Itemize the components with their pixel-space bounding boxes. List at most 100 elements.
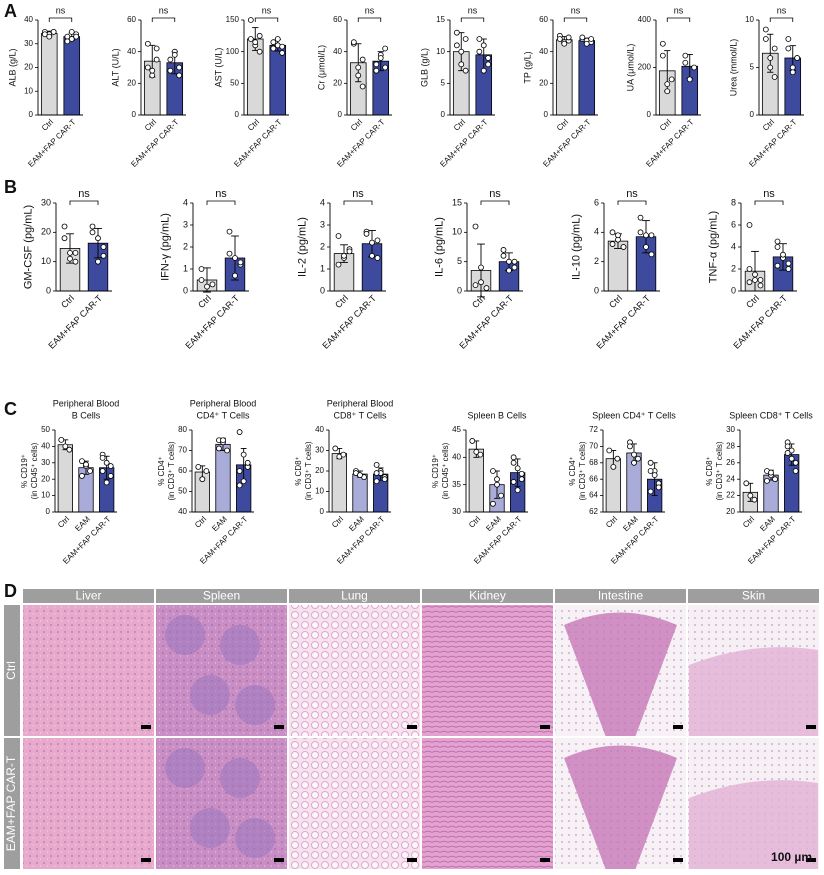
x-tick-label: Ctrl [604,514,619,529]
tissue-villi [564,745,677,869]
data-point [659,52,666,59]
x-tick-label: EAM+FAP CAR-T [457,293,515,351]
bar [269,44,287,116]
y-tick-label: 2 [320,241,325,251]
significance-label: ns [489,188,501,200]
data-point [490,500,496,507]
follicle [220,625,260,665]
data-point [100,252,107,259]
y-tick-label: 30 [726,425,735,434]
data-point [762,26,769,33]
data-point [107,463,114,469]
data-point [153,45,160,52]
scale-bar [806,725,816,729]
data-point [476,48,483,55]
y-tick-label: 30 [41,197,51,207]
data-point [373,470,380,476]
scale-label: 100 µm [771,850,812,864]
data-point [382,64,389,71]
significance-label: ns [777,5,787,15]
scale-bar [407,858,417,862]
data-point [270,39,277,46]
y-axis-label: % CD19⁺ [431,454,440,488]
data-point [232,255,238,261]
panel-label: A [4,1,17,21]
data-point [518,476,525,483]
chart-title: Spleen B Cells [467,410,527,420]
chart-title: Spleen CD8⁺ T Cells [729,410,813,420]
y-tick-label: 0 [544,110,549,119]
data-point [355,72,362,79]
y-tick-label: 5 [441,78,446,87]
data-point [483,285,490,291]
data-point [635,455,641,462]
data-point [382,45,389,52]
y-axis-label: % CD8⁺ [705,456,714,486]
y-tick-label: 15 [452,197,462,207]
y-tick-label: 60 [539,15,548,24]
chart-title: CD8⁺ T Cells [334,410,387,420]
data-point [789,69,796,76]
y-tick-label: 100 [226,47,240,56]
data-point [510,459,517,466]
error-bar [477,243,485,298]
x-tick-label: EAM+FAP CAR-T [320,293,378,351]
data-point [195,463,202,470]
column-header: Kidney [469,589,506,603]
follicle [235,685,275,725]
y-tick-label: 10 [24,86,33,95]
y-tick-label: 40 [452,452,461,461]
y-axis-label: Urea (mmol/L) [729,39,739,97]
chart-title: B Cells [72,410,101,420]
data-point [780,251,786,258]
data-point [614,455,621,462]
y-tick-label: 6 [594,197,599,207]
data-point [480,42,487,49]
x-tick-label: Ctrl [744,293,761,310]
data-point [237,259,244,266]
data-point [99,468,106,474]
y-tick-label: 64 [589,491,598,500]
data-point [792,468,799,474]
y-tick-label: 8 [731,197,736,207]
significance-label: ns [159,5,169,15]
significance-label: ns [626,188,638,200]
data-point [506,258,512,265]
x-tick-label: EAM+FAP CAR-T [731,293,789,351]
data-point [373,461,380,468]
data-point [374,237,381,244]
data-point [72,258,79,265]
chart-title: CD4⁺ T Cells [197,410,250,420]
data-point [500,247,507,253]
data-point [774,238,781,245]
histology-texture [422,605,553,736]
data-point [359,56,366,63]
data-point [66,446,73,453]
scale-bar [141,858,151,862]
data-point [472,223,479,230]
y-tick-label: 10 [41,256,51,266]
y-tick-label: 40 [315,425,324,434]
data-point [171,51,178,58]
data-point [99,454,106,461]
x-tick-label: Ctrl [658,117,673,132]
panel-label: B [4,177,17,197]
data-point [199,476,206,483]
y-axis-label: UA (μmol/L) [626,44,636,92]
scale-bar [274,858,284,862]
y-axis-label: GLB (g/L) [420,48,430,87]
data-point [743,480,750,487]
significance-bracket [69,200,99,205]
y-tick-label: 40 [333,47,342,56]
y-axis-label: TNF-α (pg/mL) [708,211,720,283]
y-tick-label: 70 [589,442,598,451]
data-point [216,445,222,452]
data-point [226,228,233,235]
column-header: Liver [75,589,101,603]
y-tick-label: 10 [452,227,462,237]
significance-bracket [769,17,794,22]
bar [40,33,58,116]
data-point [247,17,254,23]
y-tick-label: 80 [178,425,187,434]
